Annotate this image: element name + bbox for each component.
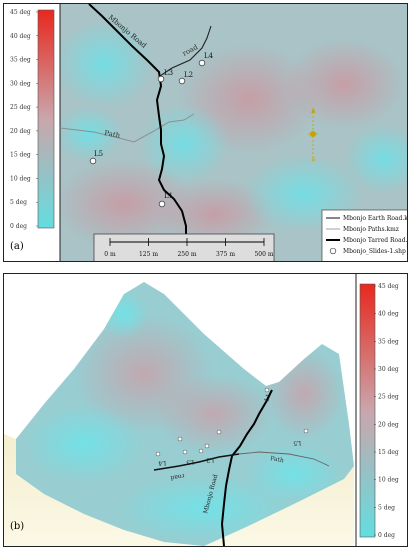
scale-tick-label: 40 deg: [378, 311, 399, 318]
scale-tick-label: 25 deg: [378, 394, 399, 401]
svg-text:L4: L4: [204, 52, 214, 60]
scale-tick-label: 5 deg: [378, 504, 395, 511]
compass-marker-icon: ▲ ✕: [308, 107, 318, 164]
scale-bar: 0 m 125 m 250 m 375 m 500 m: [93, 233, 275, 261]
scale-tick-label: 30 deg: [378, 366, 399, 373]
landslide-l1[interactable]: L1: [158, 192, 173, 208]
legend-item-label: Mbonjo Paths.kmz: [343, 226, 399, 233]
svg-text:L1: L1: [263, 393, 272, 403]
svg-text:L3: L3: [164, 69, 173, 77]
slope-map-3d: Path Mbonjo Road road L4 L3 L2 L1 L5 45 …: [4, 274, 407, 546]
map-legend: Mbonjo Earth Road.kmz Mbonjo Paths.kmz Mbo…: [321, 209, 408, 261]
earth-road-line: [159, 25, 212, 77]
svg-text:L2: L2: [184, 71, 193, 79]
slope-map-2d-panel: 45 deg 40 deg 35 deg 30 deg 25 deg 20 deg 15 d…: [3, 3, 408, 262]
path-label-3d: Path: [270, 455, 285, 464]
panel-a-caption: (a): [10, 241, 24, 252]
color-scale-bar-b: [359, 283, 376, 538]
scale-tick-label: 35 deg: [378, 338, 399, 345]
panel-b-caption: (b): [10, 521, 24, 532]
svg-text:▲: ▲: [311, 107, 316, 114]
slope-map-2d: 45 deg 40 deg 35 deg 30 deg 25 deg 20 deg 15 d…: [4, 4, 408, 261]
scale-tick-label: 20 deg: [10, 128, 31, 135]
scale-tick-label: 40 deg: [10, 33, 31, 40]
terrain-skirt: [4, 434, 354, 546]
landslide-l3[interactable]: L3: [157, 69, 173, 83]
tarred-road-3d: [220, 389, 273, 546]
slope-map-3d-panel: Path Mbonjo Road road L4 L3 L2 L1 L5 45 …: [3, 273, 408, 547]
scale-tick-label: 0 deg: [10, 223, 27, 230]
landslide-l4[interactable]: L4: [198, 52, 214, 67]
scale-tick-label: 30 deg: [10, 80, 31, 87]
svg-text:✕: ✕: [311, 157, 316, 164]
scale-tick-label: 20 deg: [378, 421, 399, 428]
landslide-l5[interactable]: L5: [89, 150, 103, 165]
legend-item-label: Mbonjo_Slides-1.shp: [343, 248, 406, 255]
scale-tick-label: 10 deg: [378, 477, 399, 484]
path-3d: [238, 451, 330, 467]
legend-item-label: Mbonjo Tarred Road.kmz: [343, 237, 408, 244]
road-label-3d: road: [170, 472, 185, 481]
scale-tick-label: 0 deg: [378, 532, 395, 539]
earth-road-3d: [153, 453, 240, 471]
scale-bar-label: 125 m: [139, 251, 158, 258]
svg-text:L5: L5: [293, 439, 302, 447]
path-label: Path: [104, 129, 122, 140]
scale-tick-label: 25 deg: [10, 104, 31, 111]
svg-text:L4: L4: [158, 459, 167, 467]
scale-bar-label: 375 m: [216, 251, 235, 258]
path-line: [59, 113, 195, 143]
scale-bar-label: 0 m: [104, 251, 116, 258]
legend-item-label: Mbonjo Earth Road.kmz: [343, 215, 408, 222]
scale-tick-label: 5 deg: [10, 199, 27, 206]
scale-bar-label: 500 m: [254, 251, 273, 258]
scale-tick-label: 15 deg: [10, 152, 31, 159]
scale-tick-label: 35 deg: [10, 57, 31, 64]
tarred-road-line: [88, 4, 187, 261]
scale-tick-label: 10 deg: [10, 175, 31, 182]
color-scale-ticks-b: 45 deg 40 deg 35 deg 30 deg 25 deg 20 deg 15 d…: [374, 283, 399, 539]
landslide-l2[interactable]: L2: [178, 71, 193, 85]
svg-text:L3: L3: [186, 458, 195, 466]
slope-texture: [54, 19, 407, 249]
color-scale-bar: [37, 9, 55, 229]
svg-text:L5: L5: [94, 150, 103, 158]
scale-tick-label: 45 deg: [378, 283, 399, 290]
color-scale-ticks: 45 deg 40 deg 35 deg 30 deg 25 deg 20 deg 15 d…: [10, 9, 38, 230]
landslide-markers-3d[interactable]: L4 L3 L2 L1 L5: [155, 387, 309, 467]
svg-text:L2: L2: [206, 456, 215, 464]
scale-tick-label: 45 deg: [10, 9, 31, 16]
svg-text:L1: L1: [164, 192, 173, 200]
scale-bar-label: 250 m: [177, 251, 196, 258]
scale-tick-label: 15 deg: [378, 449, 399, 456]
